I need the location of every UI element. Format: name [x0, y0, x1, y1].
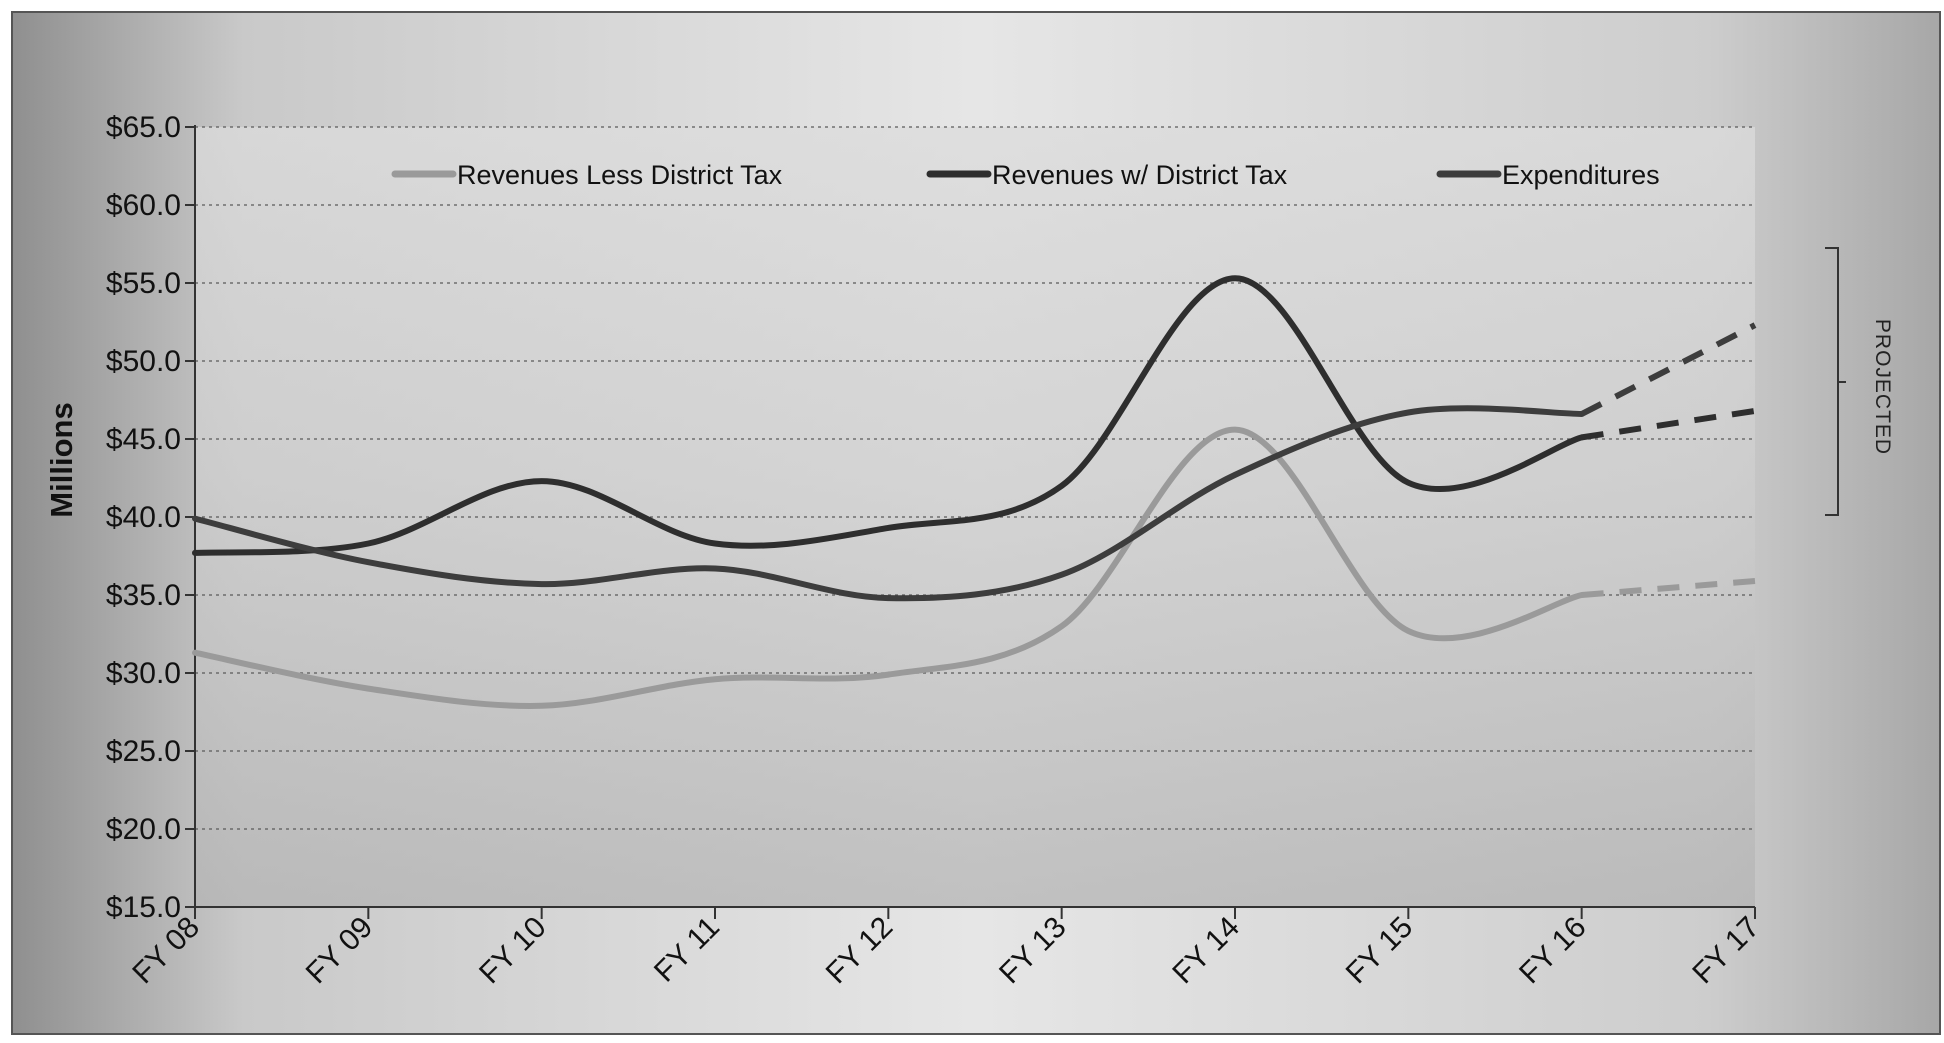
revenues-less-district-tax-projected-line: [1581, 578, 1756, 598]
legend-label-revenues-less-district-tax: Revenues Less District Tax: [457, 160, 783, 190]
expenditures-line: [192, 405, 1585, 602]
y-tick-label: $60.0: [106, 189, 181, 222]
y-tick-label: $45.0: [106, 423, 181, 456]
legend-label-revenues-with-district-tax: Revenues w/ District Tax: [992, 160, 1288, 190]
y-tick-label: $15.0: [106, 891, 181, 924]
y-axis-label: Millions: [44, 402, 79, 517]
y-tick-label: $25.0: [106, 735, 181, 768]
y-tick-label: $50.0: [106, 345, 181, 378]
revenues-with-district-tax-projected-line: [1581, 407, 1756, 441]
series-lines: [192, 275, 1757, 709]
y-tick-label: $55.0: [106, 267, 181, 300]
y-tick-label: $30.0: [106, 657, 181, 690]
y-tick-label: $35.0: [106, 579, 181, 612]
y-tick-labels: $15.0 $20.0 $25.0 $30.0 $35.0 $40.0 $45.0 $50.0…: [106, 111, 181, 924]
revenues-less-district-tax-line: [192, 426, 1585, 709]
legend: Revenues Less District Tax Revenues w/ Di…: [391, 160, 1660, 190]
y-tick-label: $20.0: [106, 813, 181, 846]
y-tick-label: $40.0: [106, 501, 181, 534]
expenditures-projected-line: [1580, 322, 1757, 417]
revenues-with-district-tax-line: [192, 275, 1585, 556]
projected-label: PROJECTED: [1871, 319, 1894, 455]
legend-label-expenditures: Expenditures: [1502, 160, 1660, 190]
projected-bracket: PROJECTED: [1825, 247, 1894, 516]
y-tick-label: $65.0: [106, 111, 181, 144]
